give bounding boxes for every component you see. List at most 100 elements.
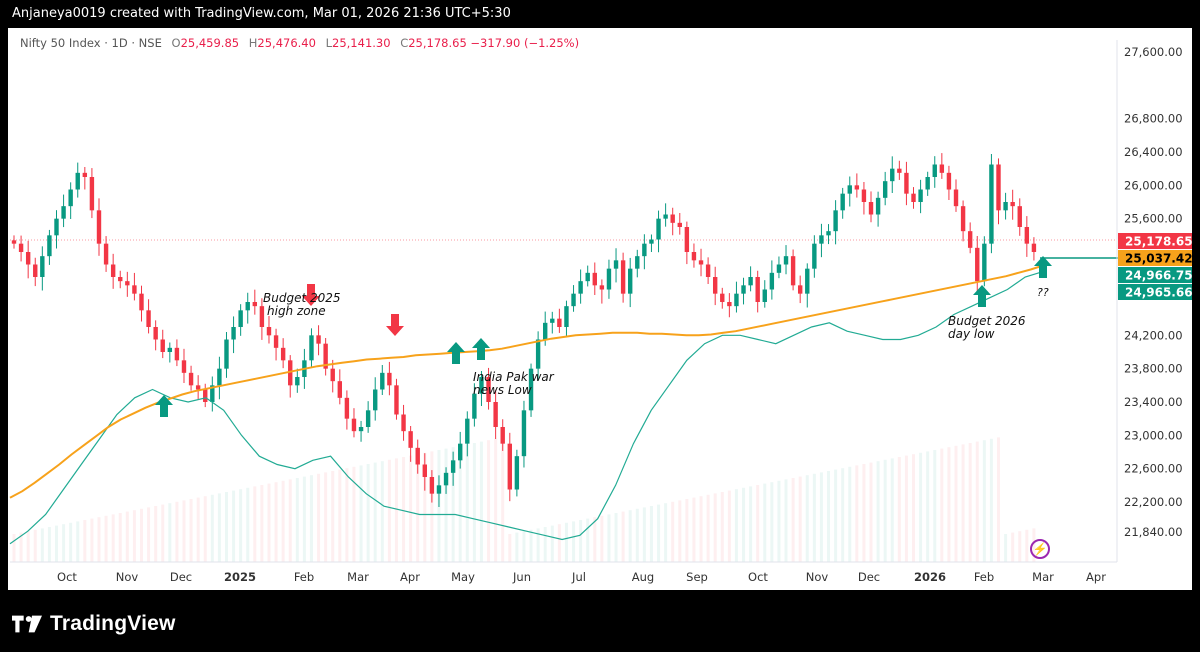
candle-body [826, 231, 831, 236]
volume-bar [331, 471, 335, 562]
candle-body [436, 485, 442, 494]
x-tick-label: Dec [858, 570, 880, 584]
volume-bar [713, 493, 717, 562]
volume-bar [54, 525, 58, 562]
volume-bar [862, 464, 866, 562]
annotation-india-pak: India Pak war news Low [473, 371, 554, 397]
candle-body [266, 327, 272, 336]
candle-body [252, 302, 258, 307]
volume-bar [387, 459, 391, 562]
volume-bar [479, 441, 483, 562]
candle-body [684, 227, 690, 252]
price-tag-label: 24,965.66 [1125, 286, 1193, 300]
candle-body [642, 243, 647, 257]
volume-bar [1018, 531, 1022, 562]
candles [11, 153, 1037, 507]
y-tick-label: 26,400.00 [1124, 145, 1183, 159]
candle-body [812, 243, 817, 269]
candle-body [429, 477, 435, 494]
annotation-text: day low [948, 327, 995, 341]
candlestick-chart[interactable]: 21,840.00 22,200.00 22,600.00 23,000.00 23,4… [0, 0, 1200, 590]
candle-body [210, 385, 215, 402]
candle-body [181, 360, 187, 373]
price-tag-label: 24,966.75 [1125, 269, 1193, 283]
volume-bars [12, 437, 1036, 562]
candle-body [443, 472, 449, 486]
candle-body [620, 260, 626, 294]
candle-body [507, 443, 512, 490]
ohlc-legend: Nifty 50 Index · 1D · NSE O25,459.85 H25… [20, 36, 579, 50]
candle-body [649, 239, 654, 244]
candle-body [982, 243, 987, 282]
volume-bar [444, 448, 448, 562]
volume-bar [685, 499, 689, 562]
volume-bar [338, 469, 342, 562]
candle-body [769, 272, 775, 290]
candle-body [847, 185, 852, 194]
volume-bar [1011, 532, 1015, 562]
volume-bar [465, 444, 469, 562]
low-label: L [325, 36, 333, 50]
x-tick-label: Dec [170, 570, 192, 584]
price-tag [1118, 250, 1192, 266]
candle-body [550, 318, 555, 323]
x-tick-label: Mar [1032, 570, 1054, 584]
volume-bar [373, 462, 377, 562]
candle-body [54, 218, 59, 236]
candle-body [939, 164, 945, 173]
candle-body [288, 360, 293, 386]
x-tick-label: Nov [116, 570, 139, 584]
x-tick-label: Feb [294, 570, 314, 584]
volume-bar [147, 507, 151, 562]
candle-body [890, 168, 895, 182]
candle-body [868, 202, 874, 215]
volume-bar [508, 534, 512, 562]
candle-body [203, 389, 208, 402]
volume-bar [671, 501, 675, 562]
volume-bar [706, 494, 710, 562]
candle-body [75, 172, 80, 190]
volume-bar [727, 490, 731, 562]
change-value: −317.90 (−1.25%) [470, 36, 580, 50]
candle-body [373, 389, 378, 411]
candle-body [925, 177, 930, 190]
candle-body [720, 293, 725, 302]
candle-body [748, 277, 753, 286]
volume-bar [642, 507, 646, 562]
volume-bar [12, 534, 16, 562]
footer-bar [0, 590, 1200, 652]
candle-body [47, 235, 52, 257]
candle-body [762, 289, 767, 302]
lightning-icon[interactable]: ⚡ [1030, 539, 1050, 559]
volume-bar [47, 527, 51, 562]
price-tag [1118, 267, 1192, 283]
x-tick-label: 2026 [914, 570, 946, 584]
candle-body [146, 310, 151, 327]
candle-body [217, 368, 222, 386]
candle-body [543, 322, 548, 340]
arrow-green-feb26 [973, 285, 991, 307]
candle-body [486, 377, 491, 402]
candle-body [273, 335, 279, 348]
chart-header: Anjaneya0019 created with TradingView.co… [0, 0, 1200, 28]
volume-bar [791, 478, 795, 562]
volume-bar [897, 457, 901, 562]
volume-bar [189, 499, 193, 562]
candle-body [479, 377, 484, 394]
volume-bar [210, 494, 214, 562]
x-tick-label: Sep [686, 570, 708, 584]
candle-body [295, 377, 300, 386]
volume-bar [324, 472, 328, 562]
candle-body [11, 240, 17, 244]
candle-body [394, 385, 399, 415]
x-tick-label: 2025 [224, 570, 256, 584]
volume-bar [281, 480, 285, 562]
arrow-green-nov [155, 395, 173, 417]
volume-bar [572, 521, 576, 562]
candle-body [734, 293, 739, 307]
candle-body [89, 177, 95, 211]
candle-body [670, 214, 675, 223]
volume-bar [352, 466, 356, 562]
volume-bar [309, 475, 313, 562]
volume-bar [919, 452, 923, 562]
